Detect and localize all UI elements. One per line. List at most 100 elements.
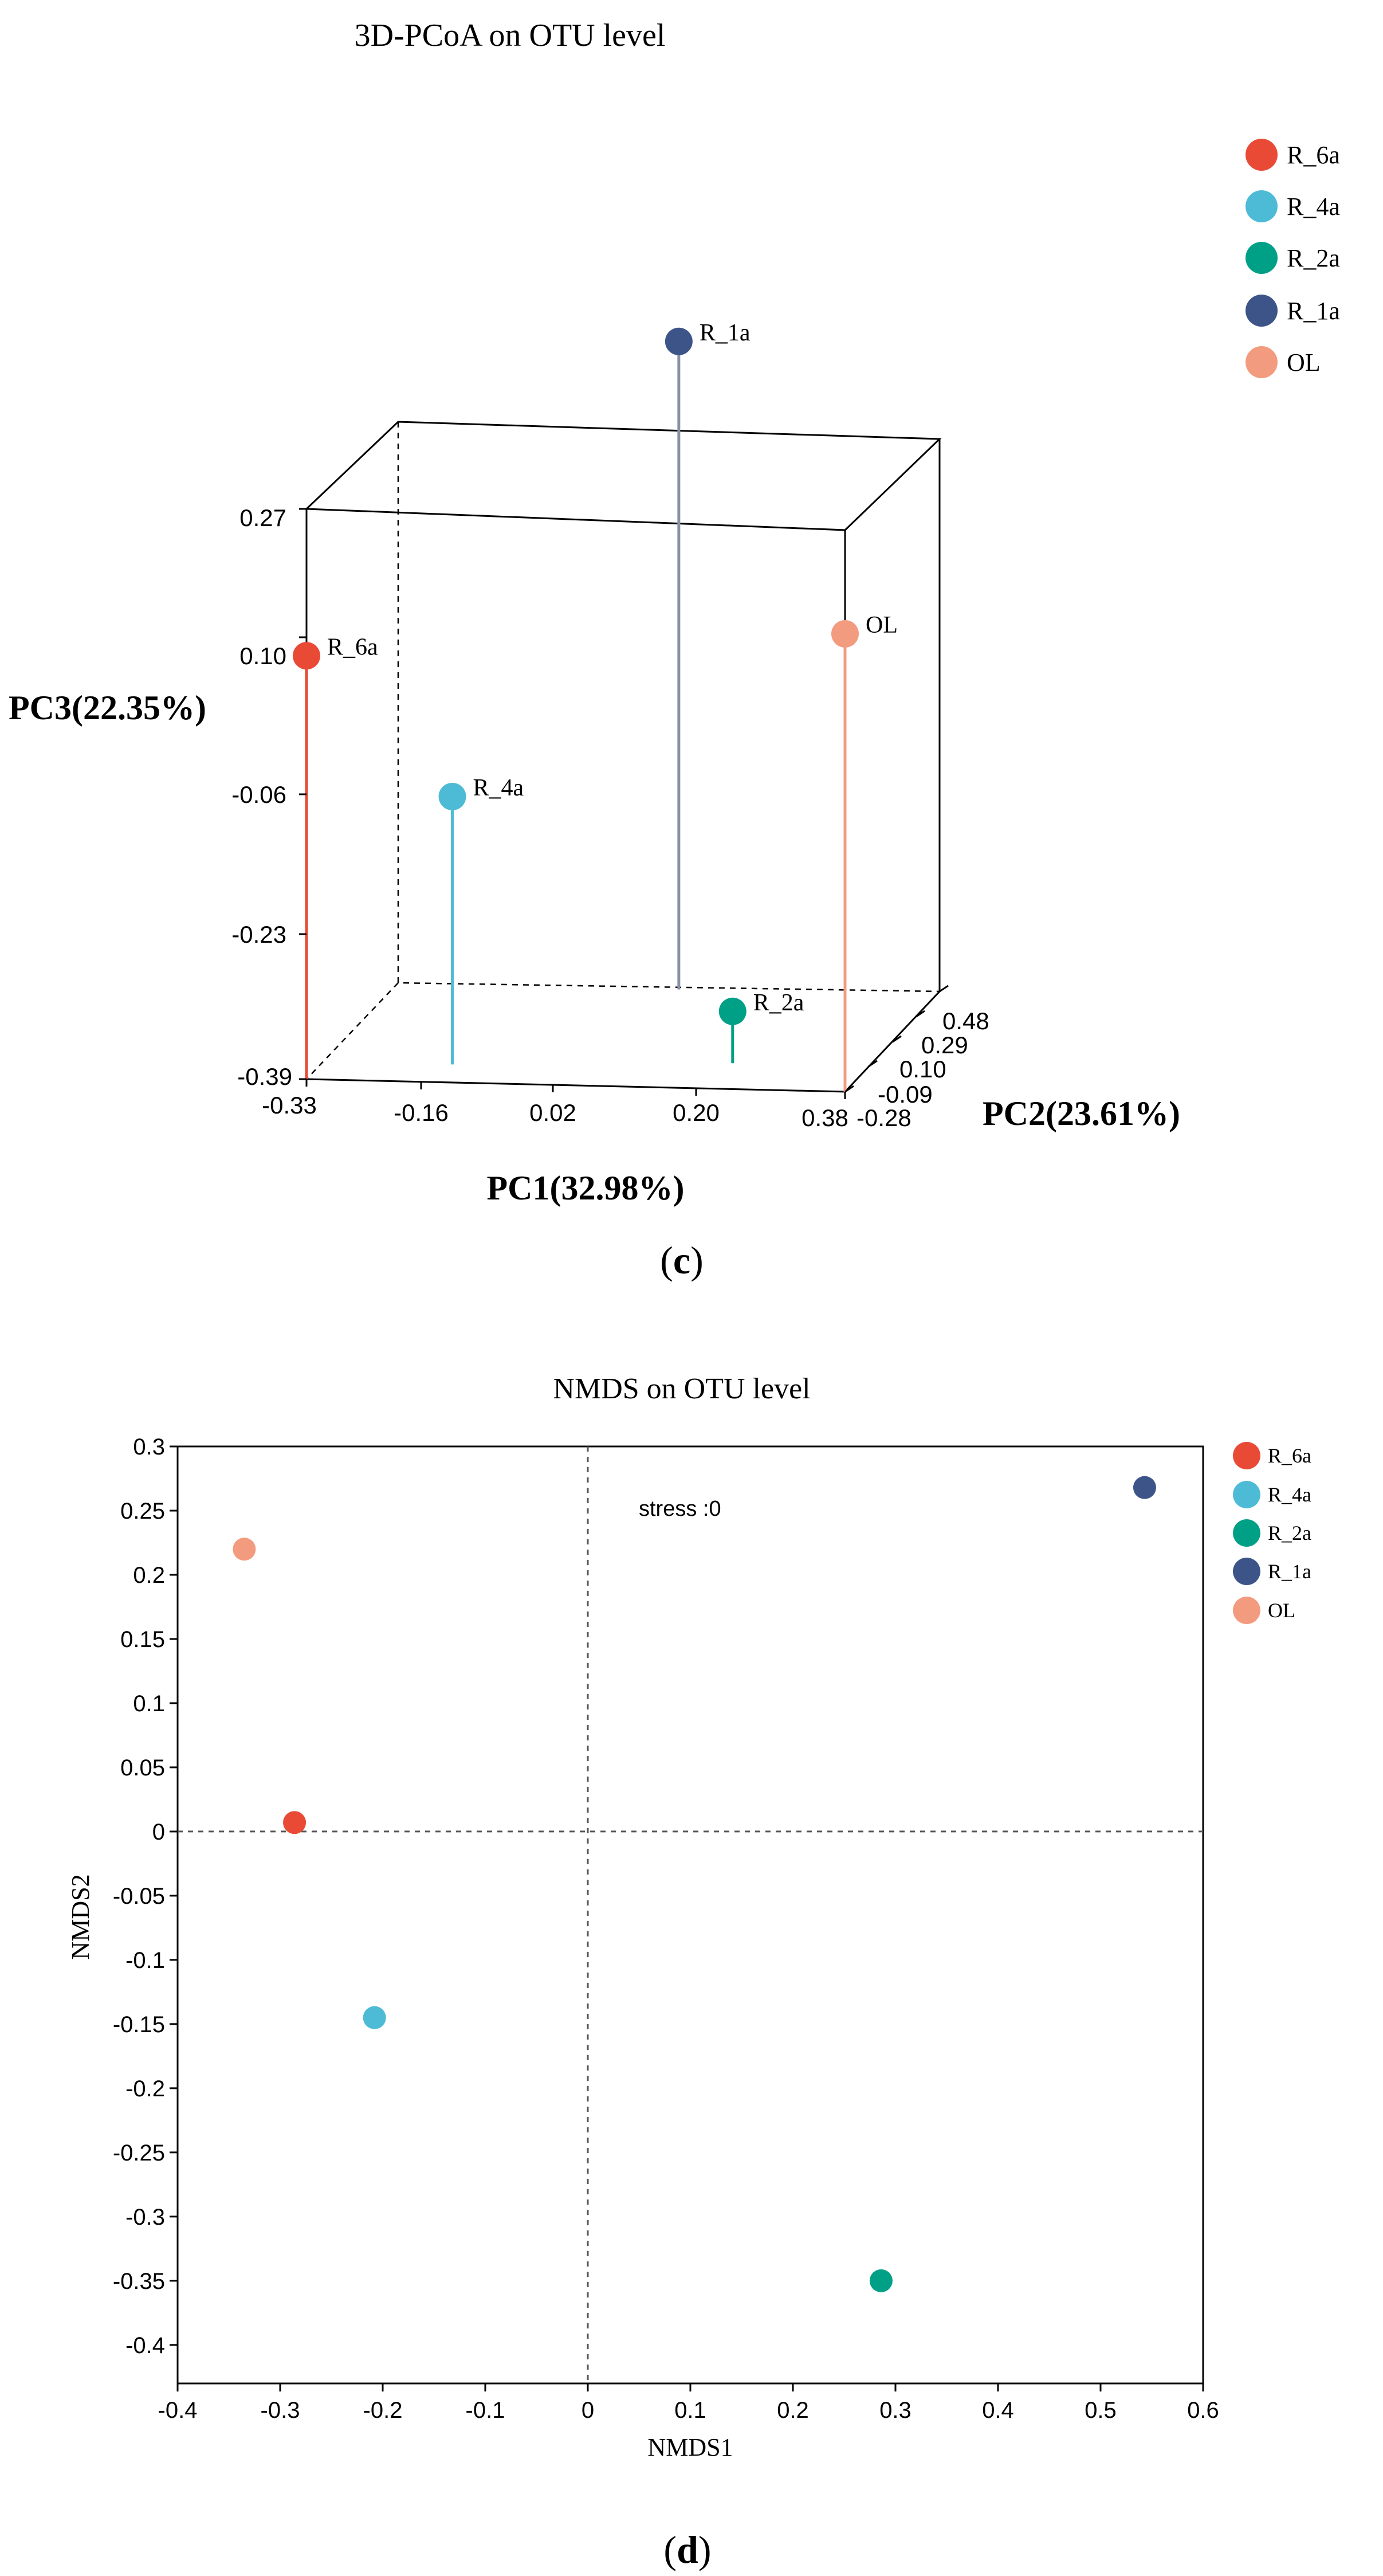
pcoa-z-tick-mark: [892, 1035, 902, 1043]
pcoa-x-tick-label: -0.16: [394, 1099, 449, 1126]
pcoa-drop-lines: [305, 341, 847, 1092]
pcoa-z-tick-label: 0.10: [899, 1056, 946, 1083]
nmds-x-tick-label: 0: [582, 2398, 594, 2423]
nmds-stress-annotation: stress :0: [639, 1497, 721, 1521]
nmds-x-ticks: -0.4 -0.3 -0.2 -0.1 0 0.1 0.2 0.3 0.4 0.5 0.6: [158, 2383, 1219, 2423]
pcoa-x-tick-label: -0.33: [262, 1092, 317, 1119]
nmds-y-tick-label: 0.2: [133, 1563, 165, 1588]
pcoa-z-tick-label: -0.09: [878, 1081, 933, 1108]
nmds-points: [233, 1476, 1156, 2292]
pcoa-z-tick-mark: [939, 985, 949, 993]
nmds-point-R_2a: [869, 2269, 893, 2292]
nmds-legend-marker-R_4a: [1233, 1481, 1260, 1508]
nmds-legend-marker-R_6a: [1233, 1442, 1260, 1469]
pcoa-point-R_4a: [438, 782, 466, 810]
pcoa-legend-label-R_6a: R_6a: [1287, 141, 1340, 169]
pcoa-z-ticks: -0.28 -0.09 0.10 0.29 0.48: [844, 985, 989, 1131]
pcoa-point-R_2a: [718, 997, 746, 1025]
nmds-legend-marker-R_1a: [1233, 1558, 1260, 1585]
nmds-x-tick-label: 0.4: [982, 2398, 1014, 2423]
nmds-legend-label-OL: OL: [1268, 1599, 1295, 1622]
nmds-y-tick-label: 0.05: [120, 1755, 165, 1781]
nmds-y-tick-label: -0.35: [113, 2269, 165, 2294]
pcoa-point-R_6a: [293, 642, 320, 670]
nmds-x-tick-label: 0.2: [777, 2398, 809, 2423]
pcoa-x-tick-label: 0.02: [529, 1099, 576, 1126]
pcoa-z-tick-label: 0.29: [921, 1032, 968, 1058]
nmds-legend-marker-OL: [1233, 1597, 1260, 1624]
nmds-zero-lines: [178, 1446, 1203, 2383]
pcoa-legend-marker-R_6a: [1246, 139, 1278, 171]
nmds-x-tick-label: 0.6: [1187, 2398, 1219, 2423]
pcoa-box-floor-edge: [306, 982, 399, 1080]
nmds-x-tick-label: -0.3: [261, 2398, 300, 2423]
panel-letter-c: c: [673, 1238, 690, 1282]
panel-letter-d: d: [677, 2528, 698, 2571]
pcoa-x-tick-label: 0.20: [673, 1099, 720, 1126]
pcoa-point-R_1a: [665, 327, 693, 355]
pcoa-z-tick-mark: [844, 1085, 854, 1093]
nmds-legend-label-R_4a: R_4a: [1268, 1483, 1311, 1506]
nmds-legend-label-R_2a: R_2a: [1268, 1522, 1311, 1544]
nmds-y-tick-label: 0: [152, 1820, 165, 1845]
pcoa-x-tick-label: 0.38: [801, 1104, 848, 1131]
pcoa-point-label-R_1a: R_1a: [700, 320, 751, 346]
nmds-legend-label-R_1a: R_1a: [1268, 1560, 1311, 1583]
pcoa-z-tick-label: 0.48: [942, 1007, 989, 1034]
pcoa-z-tick-label: -0.28: [856, 1104, 911, 1131]
pcoa-z-tick-mark: [868, 1060, 878, 1068]
nmds-y-tick-label: -0.4: [125, 2333, 165, 2358]
pcoa-legend-marker-R_4a: [1246, 190, 1278, 222]
pcoa-legend-label-OL: OL: [1287, 348, 1321, 377]
nmds-legend-marker-R_2a: [1233, 1519, 1260, 1547]
nmds-legend: R_6a R_4a R_2a R_1a OL: [1233, 1442, 1311, 1624]
pcoa-legend-marker-R_1a: [1246, 295, 1278, 327]
pcoa-legend-label-R_2a: R_2a: [1287, 244, 1340, 272]
pcoa-point-labels: R_6a R_4a R_1a OL R_2a: [327, 320, 898, 1016]
pcoa-point-label-R_2a: R_2a: [753, 990, 804, 1016]
pcoa-point-label-OL: OL: [866, 612, 898, 638]
nmds-y-tick-label: -0.05: [113, 1884, 165, 1909]
pcoa-y-tick-label: -0.23: [231, 921, 286, 948]
pcoa-legend-marker-OL: [1246, 346, 1278, 378]
pcoa-legend-label-R_1a: R_1a: [1287, 297, 1340, 325]
nmds-x-tick-label: 0.5: [1085, 2398, 1117, 2423]
nmds-y-tick-label: 0.15: [120, 1627, 165, 1652]
pcoa-legend-marker-R_2a: [1246, 242, 1278, 274]
pcoa-legend-label-R_4a: R_4a: [1287, 193, 1340, 221]
pcoa-points: [293, 327, 859, 1025]
nmds-x-tick-label: -0.1: [466, 2398, 505, 2423]
pcoa-point-label-R_4a: R_4a: [473, 775, 524, 801]
pcoa-y-tick-label: -0.06: [231, 781, 286, 808]
nmds-point-OL: [233, 1538, 256, 1561]
pcoa-x-ticks: -0.33 -0.16 0.02 0.20 0.38: [262, 1079, 848, 1131]
nmds-panel: NMDS on OTU level -0.4 -0.3 -0.2 -0.1 0 0.1 0.…: [66, 1373, 1311, 2571]
nmds-y-tick-label: 0.1: [133, 1691, 165, 1716]
pcoa-title: 3D-PCoA on OTU level: [355, 18, 666, 53]
nmds-x-tick-label: -0.2: [363, 2398, 403, 2423]
nmds-y-axis-title: NMDS2: [66, 1874, 95, 1959]
nmds-y-tick-label: -0.15: [113, 2012, 165, 2037]
pcoa-x-axis-title: PC1(32.98%): [487, 1169, 685, 1207]
pcoa-y-tick-label: 0.27: [239, 504, 286, 531]
nmds-x-tick-label: 0.3: [879, 2398, 911, 2423]
nmds-x-tick-label: -0.4: [158, 2398, 198, 2423]
panel-label-c: (c): [660, 1238, 704, 1282]
nmds-y-tick-label: 0.3: [133, 1434, 165, 1460]
nmds-x-axis-title: NMDS1: [647, 2433, 733, 2461]
pcoa-3d-panel: 3D-PCoA on OTU level R_6a R_4a R_2a R_1a…: [9, 18, 1340, 1282]
nmds-point-R_6a: [283, 1811, 307, 1834]
nmds-point-R_4a: [363, 2006, 386, 2029]
pcoa-legend: R_6a R_4a R_2a R_1a OL: [1246, 139, 1340, 378]
nmds-point-R_1a: [1133, 1476, 1156, 1499]
pcoa-y-tick-label: -0.39: [237, 1063, 292, 1090]
nmds-y-tick-label: -0.3: [125, 2205, 165, 2230]
pcoa-point-OL: [831, 620, 859, 648]
pcoa-z-tick-mark: [916, 1010, 925, 1018]
pcoa-point-label-R_6a: R_6a: [327, 634, 378, 660]
panel-label-d: (d): [663, 2528, 711, 2571]
nmds-y-tick-label: 0.25: [120, 1499, 165, 1524]
nmds-y-tick-label: -0.25: [113, 2140, 165, 2166]
